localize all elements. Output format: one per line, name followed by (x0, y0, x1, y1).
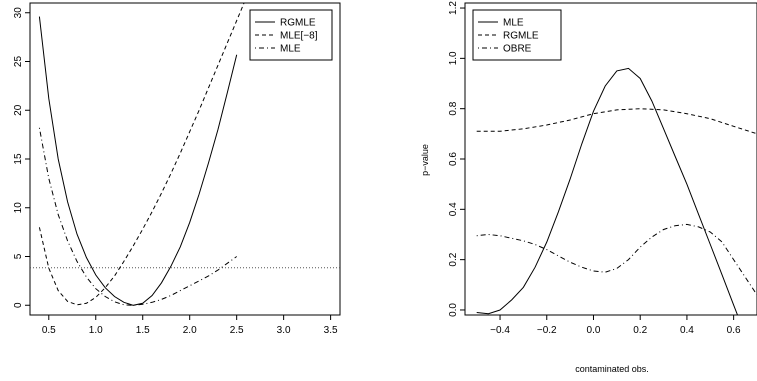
left-series-line-mle (38, 127, 237, 306)
left-y-tick-label: 5 (13, 253, 24, 259)
right-y-tick-label: 0.4 (448, 202, 459, 216)
left-x-tick-label: 3.5 (324, 325, 338, 336)
left-x-axis: 0.5 1.0 1.5 2.0 2.5 3.0 3.5 (42, 315, 338, 336)
right-legend-label: MLE (503, 18, 524, 29)
left-x-tick-label: 2.0 (183, 325, 197, 336)
right-legend-label: RGMLE (503, 31, 539, 42)
right-x-tick-label: 0.0 (587, 325, 601, 336)
left-series-line-rgmle (38, 16, 238, 306)
right-y-tick-label: 0.2 (448, 252, 459, 266)
left-legend: RGMLE MLE[−8] MLE (249, 9, 333, 61)
left-x-tick-label: 1.5 (136, 325, 150, 336)
right-x-axis: −0.4 −0.2 0.0 0.2 0.4 0.6 (490, 315, 741, 336)
left-y-tick-label: 30 (13, 7, 24, 19)
left-series-group (38, 3, 245, 306)
right-x-axis-label: contaminated obs. (575, 364, 649, 374)
left-series-line-mle-8 (38, 3, 245, 306)
left-legend-label: MLE (280, 44, 301, 55)
left-y-axis: 0 5 10 15 20 25 30 (13, 7, 30, 308)
right-x-tick-label: 0.6 (727, 325, 741, 336)
left-y-tick-label: 20 (13, 104, 24, 116)
right-legend-label: OBRE (503, 44, 532, 55)
right-series-line-obre (476, 223, 757, 296)
left-x-tick-label: 1.0 (89, 325, 103, 336)
right-series-line-rgmle (476, 108, 757, 135)
right-x-tick-label: −0.2 (537, 325, 557, 336)
left-y-tick-label: 25 (13, 56, 24, 68)
right-series-group (476, 67, 757, 315)
left-chart: 0.5 1.0 1.5 2.0 2.5 3.0 3.5 0 5 10 15 20 25 30 RGMLE… (13, 2, 341, 336)
right-y-tick-label: 1.2 (448, 1, 459, 15)
left-y-tick-label: 10 (13, 202, 24, 214)
right-chart: −0.4 −0.2 0.0 0.2 0.4 0.6 0.0 0.2 0.4 0.6 0.8 1.0 1… (420, 1, 757, 374)
right-y-axis-label: p−value (420, 144, 430, 176)
right-y-tick-label: 0.0 (448, 303, 459, 317)
right-series-line-mle (476, 67, 739, 315)
right-y-tick-label: 1.0 (448, 51, 459, 65)
right-x-tick-label: 0.2 (633, 325, 647, 336)
left-y-tick-label: 0 (13, 302, 24, 308)
right-x-tick-label: −0.4 (490, 325, 510, 336)
right-y-tick-label: 0.8 (448, 101, 459, 115)
right-y-tick-label: 0.6 (448, 152, 459, 166)
left-x-tick-label: 2.5 (230, 325, 244, 336)
left-legend-label: MLE[−8] (280, 31, 318, 42)
left-x-tick-label: 0.5 (42, 325, 56, 336)
right-legend: MLE RGMLE OBRE (472, 9, 562, 61)
right-y-axis: 0.0 0.2 0.4 0.6 0.8 1.0 1.2 (448, 1, 465, 317)
right-x-tick-label: 0.4 (680, 325, 694, 336)
left-x-tick-label: 3.0 (277, 325, 291, 336)
left-y-tick-label: 15 (13, 153, 24, 165)
left-legend-label: RGMLE (280, 18, 316, 29)
